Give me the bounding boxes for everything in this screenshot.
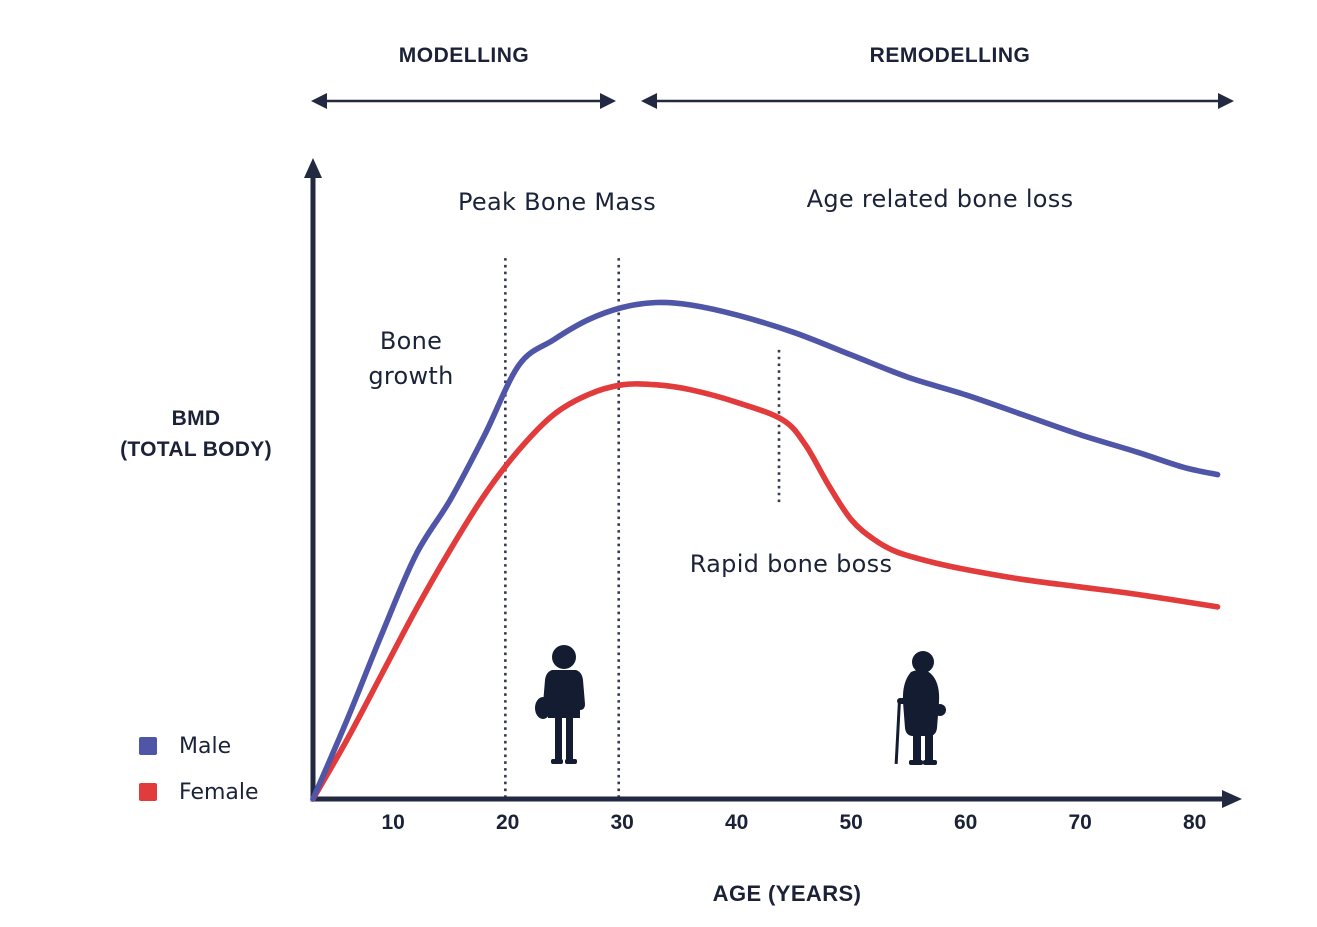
peak-bone-mass-label: Peak Bone Mass: [458, 188, 656, 216]
y-axis-title-line2: (TOTAL BODY): [120, 438, 272, 461]
young-person-icon: [535, 645, 585, 764]
x-tick-40: 40: [724, 811, 749, 834]
remodelling-band-label: REMODELLING: [869, 44, 1031, 67]
elderly-person-icon: [894, 651, 946, 765]
bone-growth-line2: growth: [368, 362, 454, 390]
legend-item-female: Female: [139, 779, 259, 805]
x-tick-60: 60: [953, 811, 978, 834]
female-legend-label: Female: [179, 779, 259, 805]
x-tick-50: 50: [839, 811, 863, 834]
age-related-bone-loss-label: Age related bone loss: [806, 185, 1074, 213]
legend-item-male: Male: [139, 733, 259, 759]
y-axis-title-line1: BMD: [171, 407, 221, 430]
x-tick-20: 20: [495, 811, 520, 834]
female-swatch: [139, 783, 157, 801]
x-tick-70: 70: [1068, 811, 1092, 834]
male-swatch: [139, 737, 157, 755]
rapid-bone-loss-label: Rapid bone boss: [689, 550, 893, 578]
legend: Male Female: [139, 733, 259, 828]
x-axis-title: AGE (YEARS): [712, 881, 862, 906]
male-legend-label: Male: [179, 733, 232, 759]
modelling-band-label: MODELLING: [398, 44, 530, 67]
x-tick-10: 10: [381, 811, 405, 834]
bone-growth-label: Bone growth: [311, 324, 511, 394]
x-tick-80: 80: [1182, 811, 1207, 834]
y-axis-title: BMD (TOTAL BODY): [86, 403, 306, 465]
x-tick-30: 30: [610, 811, 634, 834]
bone-growth-line1: Bone: [379, 327, 443, 355]
